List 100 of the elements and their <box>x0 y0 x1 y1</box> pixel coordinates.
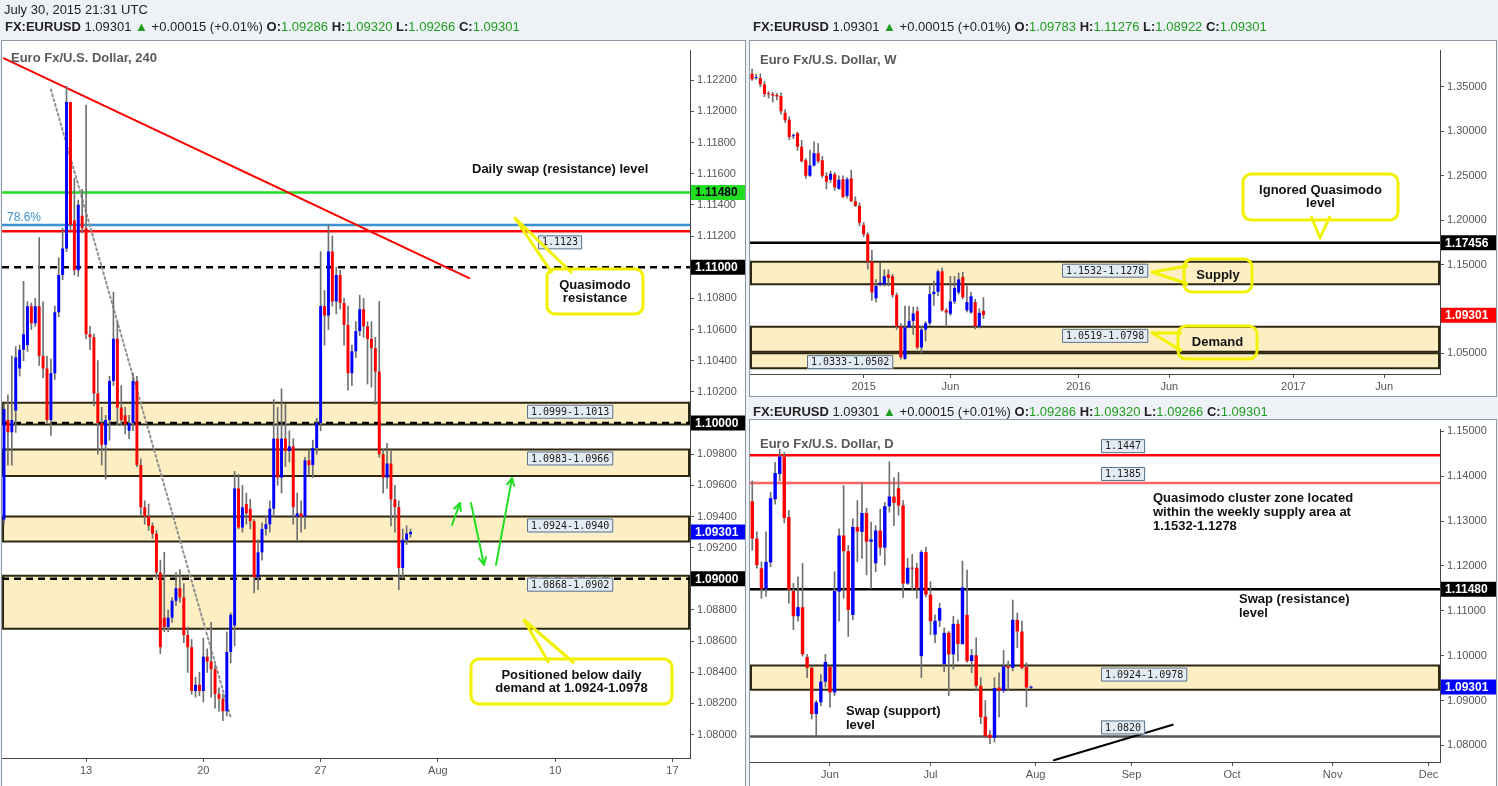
x-tick-label: 2016 <box>1066 379 1091 392</box>
y-tick-label: 1.08800 <box>697 603 737 616</box>
annotation: Swap (resistance) level <box>1239 591 1350 621</box>
chart-title: FX:EURUSD 1.09301 ▲ +0.00015 (+0.01%) O:1.09286 H:1.09320 L:1.09266 C:1.09301 <box>753 404 1268 419</box>
y-tick-label: 1.12200 <box>697 73 737 86</box>
candlestick <box>771 91 775 103</box>
y-tick-label: 1.08600 <box>697 634 737 647</box>
annotation: 78.6% <box>7 209 42 224</box>
x-tick-label: Jul <box>923 767 938 780</box>
y-tick-label: 1.11200 <box>697 229 736 242</box>
x-tick-label: 20 <box>197 763 210 776</box>
y-tick-label: 1.09400 <box>697 509 737 522</box>
y-tick-label: 1.14000 <box>1447 469 1487 482</box>
y-tick-label: 1.08400 <box>697 665 737 678</box>
y-tick-label: 1.12000 <box>1447 559 1487 571</box>
annotation: Ignored Quasimodo level <box>1259 182 1382 211</box>
y-tick-label: 1.09800 <box>697 447 737 460</box>
candlestick <box>323 290 326 346</box>
y-tick-label: 1.10800 <box>697 291 737 304</box>
y-tick-label: 1.08200 <box>697 696 737 709</box>
candlestick <box>65 86 69 252</box>
candlestick <box>154 530 158 580</box>
candlestick <box>307 450 311 475</box>
candlestick <box>237 474 240 530</box>
annotation: Daily swap (resistance) level <box>472 161 649 177</box>
band-label: 1.0983-1.0966 <box>531 452 610 464</box>
y-tick-label: 1.09200 <box>697 540 737 553</box>
x-tick-label: 17 <box>666 763 679 776</box>
x-tick-label: Nov <box>1322 767 1343 780</box>
y-tick-label: 1.11400 <box>697 197 736 210</box>
band-label: 1.0519-1.0798 <box>1066 329 1145 341</box>
chart-subtitle: Euro Fx/U.S. Dollar, 240 <box>11 50 157 65</box>
text: 1.09301 <box>695 524 739 539</box>
ref-line-label: 1.0820 <box>1105 721 1142 733</box>
candlestick <box>1006 660 1010 692</box>
y-tick-label: 1.11800 <box>697 135 736 148</box>
y-tick-label: 1.10600 <box>697 322 737 335</box>
y-tick-label: 1.35000 <box>1447 80 1487 93</box>
x-tick-label: Jun <box>821 767 839 780</box>
x-tick-label: Jun <box>1375 379 1394 392</box>
x-tick-label: Jun <box>941 379 960 392</box>
candlestick <box>295 492 299 541</box>
candlestick <box>108 375 111 441</box>
ref-line-label: 1.11480 <box>1445 582 1489 597</box>
x-tick-label: 27 <box>314 763 327 776</box>
ref-line-label: 1.1447 <box>1105 440 1142 452</box>
y-tick-label: 1.10200 <box>697 384 737 397</box>
candlestick <box>22 280 26 361</box>
candlestick <box>796 576 800 622</box>
y-tick-label: 1.05000 <box>1447 346 1487 359</box>
x-tick-label: 2017 <box>1281 379 1306 392</box>
x-tick-label: Jun <box>1160 379 1179 392</box>
candlestick <box>892 477 896 526</box>
x-tick-label: Aug <box>1025 767 1046 780</box>
band-label: 1.1532-1.1278 <box>1066 264 1145 276</box>
candlestick <box>151 522 154 539</box>
y-tick-label: 1.08000 <box>1447 738 1487 751</box>
y-tick-label: 1.15000 <box>1447 424 1487 437</box>
text: 1.09301 <box>1445 307 1489 322</box>
y-tick-label: 1.08000 <box>697 727 737 740</box>
band-label: 1.0868-1.0902 <box>531 578 610 590</box>
x-tick-label: Aug <box>428 763 448 776</box>
y-tick-label: 1.30000 <box>1447 124 1487 137</box>
annotation: Quasimodo resistance <box>559 276 631 305</box>
x-tick-label: 10 <box>549 763 562 776</box>
band-label: 1.0924-1.0978 <box>1105 668 1184 680</box>
candlestick <box>878 262 882 287</box>
y-tick-label: 1.10400 <box>697 353 737 366</box>
x-tick-label: Dec <box>1418 767 1439 780</box>
y-tick-label: 1.11600 <box>697 166 736 179</box>
candlestick <box>280 388 283 494</box>
y-tick-label: 1.13000 <box>1447 514 1487 527</box>
y-tick-label: 1.15000 <box>1447 257 1487 270</box>
candlestick <box>997 672 1001 718</box>
annotation: Positioned below daily demand at 1.0924-1.0978 <box>495 666 648 695</box>
text: Euro Fx/U.S. Dollar, D <box>760 436 894 451</box>
annotation: Swap (support) level <box>846 703 941 733</box>
chart-title: FX:EURUSD 1.09301 ▲ +0.00015 (+0.01%) O:1.09783 H:1.11276 L:1.08922 C:1.09301 <box>753 19 1267 34</box>
text: 1.09301 <box>1445 679 1489 694</box>
ref-line-label: 1.1385 <box>1105 468 1142 480</box>
x-tick-label: Sep <box>1121 767 1142 780</box>
candlestick <box>10 355 14 466</box>
chart-subtitle: Euro Fx/U.S. Dollar, W <box>760 52 897 67</box>
band-label: 1.0924-1.0940 <box>531 519 610 531</box>
x-tick-label: 2015 <box>851 379 876 392</box>
candlestick <box>111 291 115 386</box>
annotation: Supply <box>1196 267 1241 283</box>
y-tick-label: 1.09000 <box>1447 693 1487 706</box>
candlestick <box>366 321 369 385</box>
annotation: Quasimodo cluster zone located within the weekly supply area at 1.1532-1.1278 <box>1152 490 1354 534</box>
ref-line-label: 1.11480 <box>695 185 739 200</box>
band-label: 1.0999-1.1013 <box>531 405 610 417</box>
candlestick <box>869 521 873 589</box>
y-tick-label: 1.20000 <box>1447 213 1487 226</box>
candlestick <box>6 394 10 466</box>
x-tick-label: 13 <box>79 763 93 776</box>
candlestick <box>299 500 303 533</box>
candlestick <box>197 671 201 696</box>
x-tick-label: Oct <box>1223 767 1241 780</box>
candlestick <box>860 482 864 559</box>
